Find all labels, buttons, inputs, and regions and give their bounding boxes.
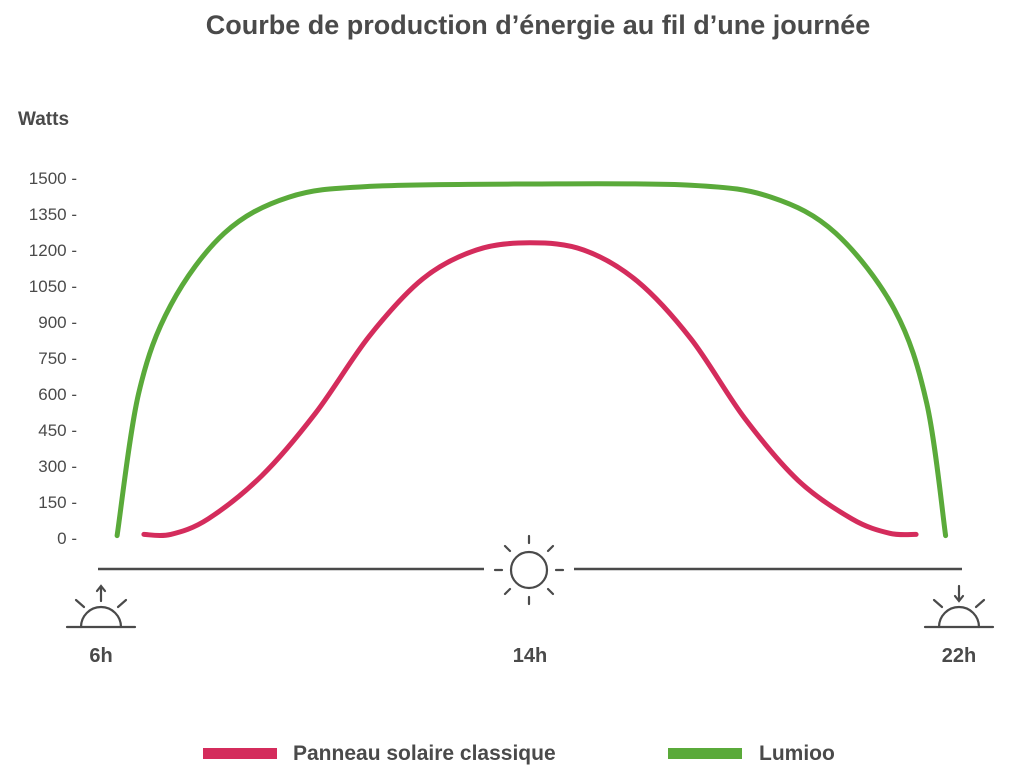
y-tick-label: 1500 - <box>29 169 77 188</box>
legend: Panneau solaire classique Lumioo <box>203 742 835 765</box>
plot-area <box>114 181 949 539</box>
legend-label-lumioo: Lumioo <box>759 742 835 765</box>
legend-item-classique: Panneau solaire classique <box>203 742 556 765</box>
chart-title: Courbe de production d’énergie au fil d’… <box>206 10 871 40</box>
y-tick-label: 0 - <box>57 529 77 548</box>
y-tick-label: 1050 - <box>29 277 77 296</box>
y-axis-ticks: 0 - 150 - 300 - 450 - 600 - 750 - 900 - 1050 - 1… <box>29 169 77 548</box>
y-tick-label: 450 - <box>38 421 77 440</box>
y-tick-label: 1350 - <box>29 205 77 224</box>
x-tick-label: 6h <box>89 645 112 667</box>
sunset-icon <box>923 584 995 629</box>
legend-label-classique: Panneau solaire classique <box>293 742 556 765</box>
series-line-lumioo <box>114 181 949 539</box>
series-line-classique <box>141 240 919 539</box>
y-tick-label: 1200 - <box>29 241 77 260</box>
sunrise-icon <box>65 584 137 629</box>
y-tick-label: 750 - <box>38 349 77 368</box>
x-axis-labels: 6h 14h 22h <box>89 645 976 667</box>
y-tick-label: 150 - <box>38 493 77 512</box>
y-axis-label: Watts <box>18 109 69 130</box>
x-tick-label: 14h <box>513 645 547 667</box>
y-tick-label: 900 - <box>38 313 77 332</box>
legend-item-lumioo: Lumioo <box>668 742 835 765</box>
legend-swatch-classique <box>203 748 277 759</box>
legend-swatch-lumioo <box>668 748 742 759</box>
y-tick-label: 300 - <box>38 457 77 476</box>
y-tick-label: 600 - <box>38 385 77 404</box>
x-tick-label: 22h <box>942 645 976 667</box>
sun-icon <box>493 534 565 606</box>
